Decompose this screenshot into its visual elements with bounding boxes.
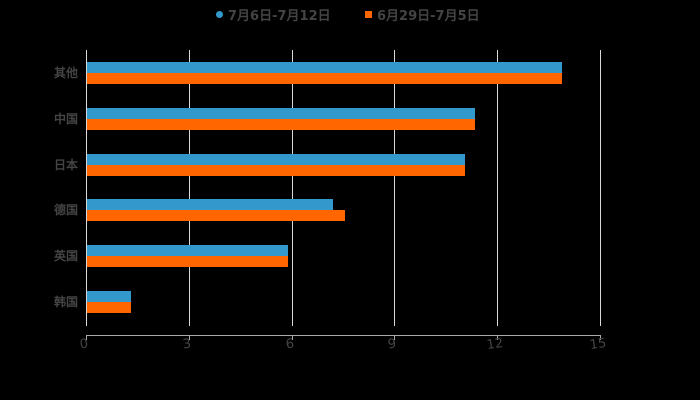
- y-axis-category-label: 其他: [53, 66, 78, 80]
- x-axis-tick-label: 12: [485, 335, 505, 354]
- x-axis-tick: [600, 335, 601, 340]
- x-axis-tick-label: 15: [588, 335, 608, 354]
- x-axis-tick: [394, 335, 395, 340]
- bar-series-2[interactable]: [87, 210, 345, 221]
- legend-square-marker-icon: [365, 10, 372, 18]
- x-axis-tick: [497, 335, 498, 340]
- legend-item-series-2[interactable]: 6月29日-7月5日: [365, 3, 480, 25]
- gridline: [497, 50, 498, 326]
- x-axis-tick: [189, 335, 190, 340]
- legend-item-series-1[interactable]: 7月6日-7月12日: [216, 3, 331, 25]
- x-axis-tick-label: 6: [284, 336, 296, 353]
- bar-series-1[interactable]: [87, 62, 562, 73]
- legend-label: 6月29日-7月5日: [377, 8, 480, 24]
- y-axis-category-label: 韩国: [53, 295, 78, 309]
- y-axis-category-label: 德国: [53, 203, 78, 217]
- gridline: [292, 50, 293, 326]
- bar-series-2[interactable]: [87, 302, 131, 313]
- legend-label: 7月6日-7月12日: [228, 8, 331, 24]
- gridline: [600, 50, 601, 326]
- y-axis-category-label: 英国: [53, 249, 78, 263]
- y-axis-line: [86, 50, 87, 326]
- x-axis-tick: [86, 335, 87, 340]
- gridline: [394, 50, 395, 326]
- bar-series-1[interactable]: [87, 154, 465, 165]
- x-axis-tick: [292, 335, 293, 340]
- y-axis-category-label: 日本: [53, 158, 78, 172]
- bar-series-1[interactable]: [87, 245, 288, 256]
- gridline: [189, 50, 190, 326]
- bar-series-2[interactable]: [87, 256, 288, 267]
- x-axis-line: [86, 335, 601, 336]
- bar-series-2[interactable]: [87, 119, 475, 130]
- y-axis-category-label: 中国: [53, 112, 78, 126]
- x-axis-tick-label: 9: [386, 336, 398, 353]
- legend-circle-marker-icon: [216, 10, 223, 18]
- bar-series-1[interactable]: [87, 108, 475, 119]
- bar-series-1[interactable]: [87, 199, 333, 210]
- bar-series-2[interactable]: [87, 73, 562, 84]
- bar-series-2[interactable]: [87, 165, 465, 176]
- x-axis-tick-label: 3: [181, 336, 193, 353]
- chart-legend: 7月6日-7月12日 6月29日-7月5日: [0, 3, 700, 25]
- x-axis-tick-label: 0: [78, 336, 90, 353]
- bar-series-1[interactable]: [87, 291, 131, 302]
